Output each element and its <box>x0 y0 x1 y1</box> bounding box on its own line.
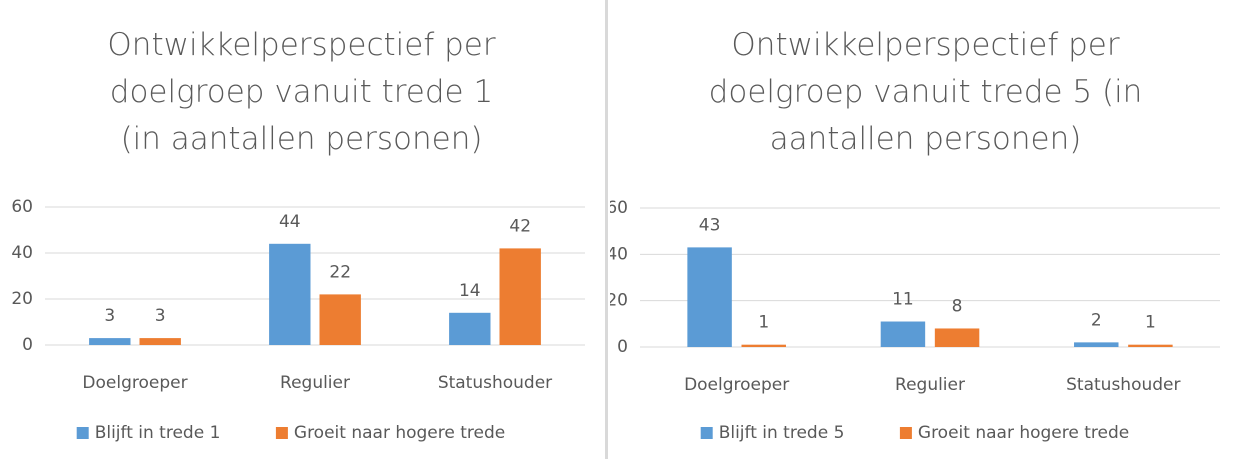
x-tick-label: Regulier <box>895 375 965 395</box>
x-tick-label: Statushouder <box>438 373 552 393</box>
x-tick-label: Regulier <box>280 373 350 393</box>
bar <box>139 338 181 345</box>
y-tick-label: 60 <box>11 197 33 217</box>
bar <box>449 312 491 345</box>
chart-title: Ontwikkelperspectief per doelgroep vanui… <box>708 27 1143 157</box>
chart-title: Ontwikkelperspectief per doelgroep vanui… <box>107 27 496 157</box>
data-label: 2 <box>1091 310 1102 330</box>
bar <box>1074 342 1119 347</box>
x-tick-label: Doelgroeper <box>684 375 789 395</box>
bar <box>1128 344 1173 347</box>
legend-label: Groeit naar hogere trede <box>918 423 1129 443</box>
bar <box>319 294 361 345</box>
legend-label: Blijft in trede 5 <box>719 423 845 443</box>
y-tick-label: 0 <box>617 337 628 357</box>
data-label: 3 <box>104 306 115 326</box>
chart-panel: Ontwikkelperspectief per doelgroep vanui… <box>610 0 1241 459</box>
y-tick-label: 60 <box>610 198 628 218</box>
y-tick-label: 20 <box>610 291 628 311</box>
chart: 0 20 40 60 Doelgroeper 3 3 Regulier 44 22 Statusho… <box>11 197 585 443</box>
y-tick-label: 40 <box>610 244 628 264</box>
data-label: 22 <box>329 262 351 282</box>
legend-swatch <box>899 427 912 439</box>
y-tick-label: 20 <box>11 289 33 309</box>
data-label: 43 <box>699 215 721 235</box>
chart-panel: Ontwikkelperspectief per doelgroep vanui… <box>0 0 603 459</box>
data-label: 8 <box>952 296 963 316</box>
legend-swatch <box>700 427 713 439</box>
x-tick-label: Doelgroeper <box>82 373 187 393</box>
bar <box>880 321 926 347</box>
bar <box>499 248 541 345</box>
data-label: 1 <box>1145 313 1156 333</box>
chart: 0 20 40 60 Doelgroeper 43 1 Regulier 11 8 Statusho… <box>610 198 1220 443</box>
x-tick-label: Statushouder <box>1066 375 1180 395</box>
y-tick-label: 40 <box>11 243 33 263</box>
divider <box>605 0 608 459</box>
data-label: 1 <box>758 313 769 333</box>
data-label: 14 <box>459 281 481 301</box>
bar <box>687 247 732 347</box>
legend-swatch <box>275 427 288 439</box>
legend-swatch <box>76 427 89 439</box>
legend-label: Groeit naar hogere trede <box>294 423 505 443</box>
y-tick-label: 0 <box>22 335 33 355</box>
bar <box>934 328 980 347</box>
legend-label: Blijft in trede 1 <box>95 423 221 443</box>
data-label: 11 <box>892 290 914 310</box>
bar <box>89 338 131 345</box>
data-label: 3 <box>155 306 166 326</box>
data-label: 44 <box>279 212 301 232</box>
data-label: 42 <box>509 216 531 236</box>
bar <box>269 243 311 345</box>
bar <box>741 344 786 347</box>
